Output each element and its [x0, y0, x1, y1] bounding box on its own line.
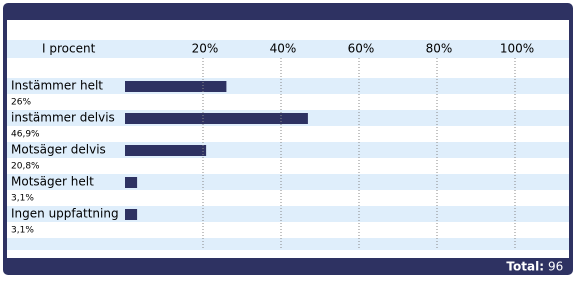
- value-label: 3,1%: [11, 226, 34, 236]
- x-tick-label: 100%: [500, 42, 534, 56]
- total-label: Total:: [506, 260, 544, 274]
- category-label: Instämmer helt: [11, 79, 103, 93]
- category-label: instämmer delvis: [11, 111, 115, 125]
- category-label: Motsäger delvis: [11, 143, 106, 157]
- footer-stripe: [7, 238, 569, 250]
- x-tick-label: 20%: [192, 42, 219, 56]
- x-tick-label: 60%: [348, 42, 375, 56]
- bar: [125, 113, 308, 124]
- bar: [125, 209, 138, 220]
- row-stripe: [7, 174, 569, 190]
- value-label: 46,9%: [11, 130, 40, 140]
- bar: [125, 177, 138, 188]
- row-stripe: [7, 206, 569, 222]
- header-label: I procent: [42, 42, 96, 56]
- value-label: 20,8%: [11, 162, 40, 172]
- total-value: 96: [548, 260, 563, 274]
- header-row: [7, 40, 569, 58]
- category-label: Motsäger helt: [11, 175, 94, 189]
- bar: [125, 145, 207, 156]
- value-label: 26%: [11, 98, 31, 108]
- bar: [125, 81, 227, 92]
- x-tick-label: 40%: [270, 42, 297, 56]
- value-label: 3,1%: [11, 194, 34, 204]
- x-tick-label: 80%: [426, 42, 453, 56]
- category-label: Ingen uppfattning: [11, 207, 119, 221]
